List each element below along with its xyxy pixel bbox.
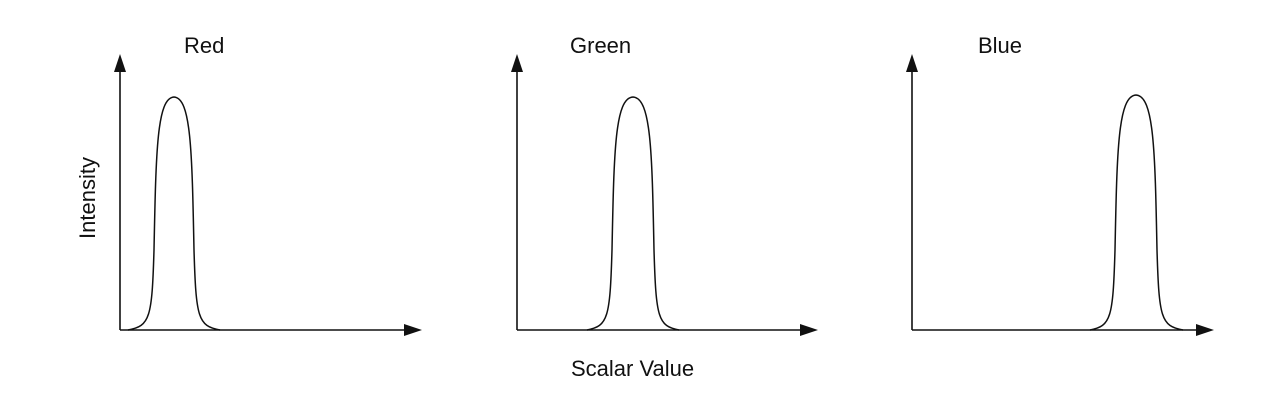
panel-title-blue: Blue [978,33,1023,58]
y-axis-arrow-green [511,54,523,72]
panel-green [511,54,818,336]
peak-curve-blue [1089,94,1184,331]
x-axis-arrow-green [800,324,818,336]
peak-curve-green [586,96,680,331]
x-axis-arrow-red [404,324,422,336]
x-axis-label: Scalar Value [571,356,695,381]
x-axis-arrow-blue [1196,324,1214,336]
peak-curve-red [127,96,221,331]
panel-blue [906,54,1214,336]
y-axis-label: Intensity [75,157,100,239]
panel-title-green: Green [570,33,632,58]
y-axis-arrow-blue [906,54,918,72]
panel-red [114,54,422,336]
panel-title-red: Red [184,33,225,58]
y-axis-arrow-red [114,54,126,72]
